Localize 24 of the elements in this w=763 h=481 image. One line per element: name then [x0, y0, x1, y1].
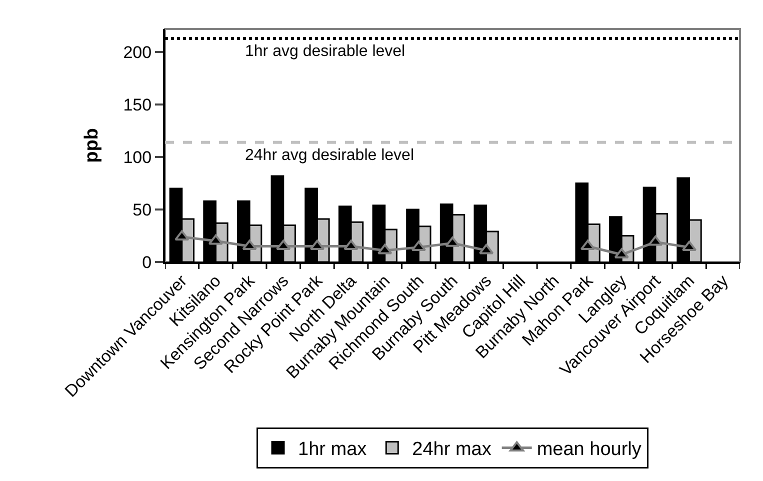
point: [580, 240, 596, 250]
ref-line-label: 24hr avg desirable level: [245, 147, 414, 164]
point: [614, 248, 629, 258]
point: [648, 236, 663, 246]
point: [276, 240, 291, 250]
point: [378, 244, 392, 254]
y-tick-label: 50: [132, 200, 152, 220]
point: [478, 244, 494, 254]
y-tick-label: 200: [123, 43, 152, 62]
point: [411, 240, 426, 252]
legend-label: 1hr max: [298, 439, 368, 460]
point: [682, 240, 697, 252]
point: [310, 240, 325, 250]
ref-line-label: 1hr avg desirable level: [245, 43, 406, 60]
y-tick-label: 100: [123, 148, 152, 167]
y-tick-label: 0: [142, 252, 152, 272]
point: [344, 240, 358, 250]
y-axis-title: ppb: [82, 128, 103, 163]
y-tick-label: 150: [123, 96, 152, 115]
legend-label: mean hourly: [536, 439, 642, 460]
point: [174, 230, 190, 241]
legend-label: 24hr max: [412, 439, 492, 460]
point: [242, 240, 257, 250]
point: [445, 236, 460, 247]
